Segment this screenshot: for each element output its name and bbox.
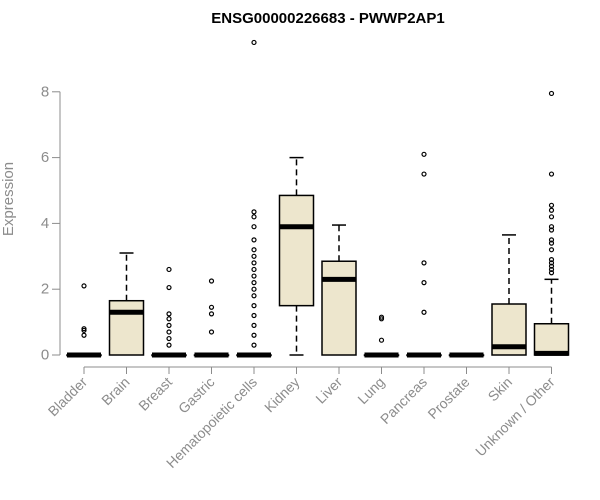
outlier-point	[421, 151, 427, 157]
outlier-point	[251, 214, 257, 220]
outlier-point	[548, 256, 555, 263]
x-tick-label: Liver	[312, 374, 345, 407]
outlier-point	[251, 260, 257, 266]
outlier-point	[548, 90, 555, 97]
outlier-point	[548, 207, 555, 213]
y-tick-label: 6	[41, 149, 49, 166]
chart-title: ENSG00000226683 - PWWP2AP1	[211, 10, 444, 27]
outlier-point	[166, 316, 172, 322]
outlier-point	[251, 39, 257, 46]
outlier-point	[166, 335, 172, 342]
outlier-point	[166, 266, 172, 273]
outlier-point	[378, 337, 385, 343]
outlier-point	[208, 329, 215, 335]
box-lung	[363, 314, 400, 358]
outlier-point	[548, 266, 555, 273]
box-group	[66, 39, 570, 358]
outlier-point	[251, 342, 257, 348]
y-tick-label: 4	[41, 215, 49, 232]
outlier-point	[548, 240, 555, 246]
outlier-point	[421, 171, 427, 177]
outlier-point	[251, 312, 257, 319]
outlier-point	[251, 332, 257, 338]
outlier-point	[251, 293, 257, 299]
iqr-box	[108, 299, 145, 356]
outlier-point	[251, 280, 257, 286]
outlier-point	[548, 171, 555, 177]
outlier-point	[548, 237, 555, 243]
box-pancreas	[406, 151, 442, 358]
x-tick-label: Brain	[98, 374, 132, 408]
outlier-point	[81, 326, 87, 332]
iqr-box	[321, 260, 357, 356]
outlier-point	[81, 332, 87, 338]
x-tick-label: Pancreas	[377, 374, 430, 427]
box-kidney	[278, 156, 315, 356]
outlier-point	[208, 311, 215, 317]
x-tick-label: Unknown / Other	[472, 374, 558, 460]
outlier-point	[208, 278, 215, 284]
box-bladder	[66, 283, 102, 358]
outlier-point	[166, 322, 172, 328]
iqr-box	[278, 194, 315, 307]
outlier-point	[166, 311, 172, 317]
outlier-point	[251, 273, 257, 279]
box-hematopoietic-cells	[236, 39, 272, 358]
outlier-point	[548, 227, 555, 233]
outlier-point	[251, 209, 257, 215]
outlier-point	[548, 270, 555, 276]
outlier-point	[81, 283, 87, 289]
box-gastric	[193, 278, 230, 358]
outlier-point	[548, 224, 555, 230]
outlier-point	[251, 247, 257, 253]
box-skin	[491, 234, 527, 356]
box-prostate	[448, 352, 485, 358]
outlier-point	[378, 314, 385, 320]
outlier-point	[251, 322, 257, 328]
y-tick-label: 2	[41, 281, 49, 298]
outlier-point	[421, 280, 427, 286]
outlier-point	[251, 253, 257, 259]
outlier-point	[421, 260, 427, 266]
box-liver	[321, 224, 357, 356]
outlier-point	[166, 329, 172, 335]
outlier-point	[548, 263, 555, 269]
outlier-point	[548, 214, 555, 220]
y-tick-label: 0	[41, 347, 49, 364]
outlier-point	[166, 342, 172, 348]
box-unknown-other	[533, 90, 570, 356]
y-tick-label: 8	[41, 83, 49, 100]
outlier-point	[548, 202, 555, 208]
x-tick-label: Lung	[354, 374, 387, 407]
outlier-point	[251, 303, 257, 309]
iqr-box	[533, 322, 570, 356]
outlier-point	[251, 224, 257, 230]
outlier-point	[421, 309, 427, 315]
outlier-point	[548, 260, 555, 266]
outlier-point	[208, 304, 215, 310]
x-tick-label: Prostate	[424, 374, 472, 422]
box-breast	[151, 266, 187, 358]
x-tick-label: Skin	[485, 374, 516, 405]
y-axis-label: Expression	[0, 162, 17, 236]
x-tick-label: Bladder	[45, 374, 91, 420]
outlier-point	[251, 286, 257, 292]
outlier-point	[166, 284, 172, 291]
x-tick-label: Breast	[135, 374, 175, 414]
box-brain	[108, 252, 145, 356]
outlier-point	[251, 237, 257, 243]
y-axis: 0 2 4 6 8	[41, 83, 61, 364]
x-tick-label: Kidney	[261, 374, 303, 416]
outlier-point	[548, 247, 555, 253]
outlier-point	[251, 266, 257, 273]
